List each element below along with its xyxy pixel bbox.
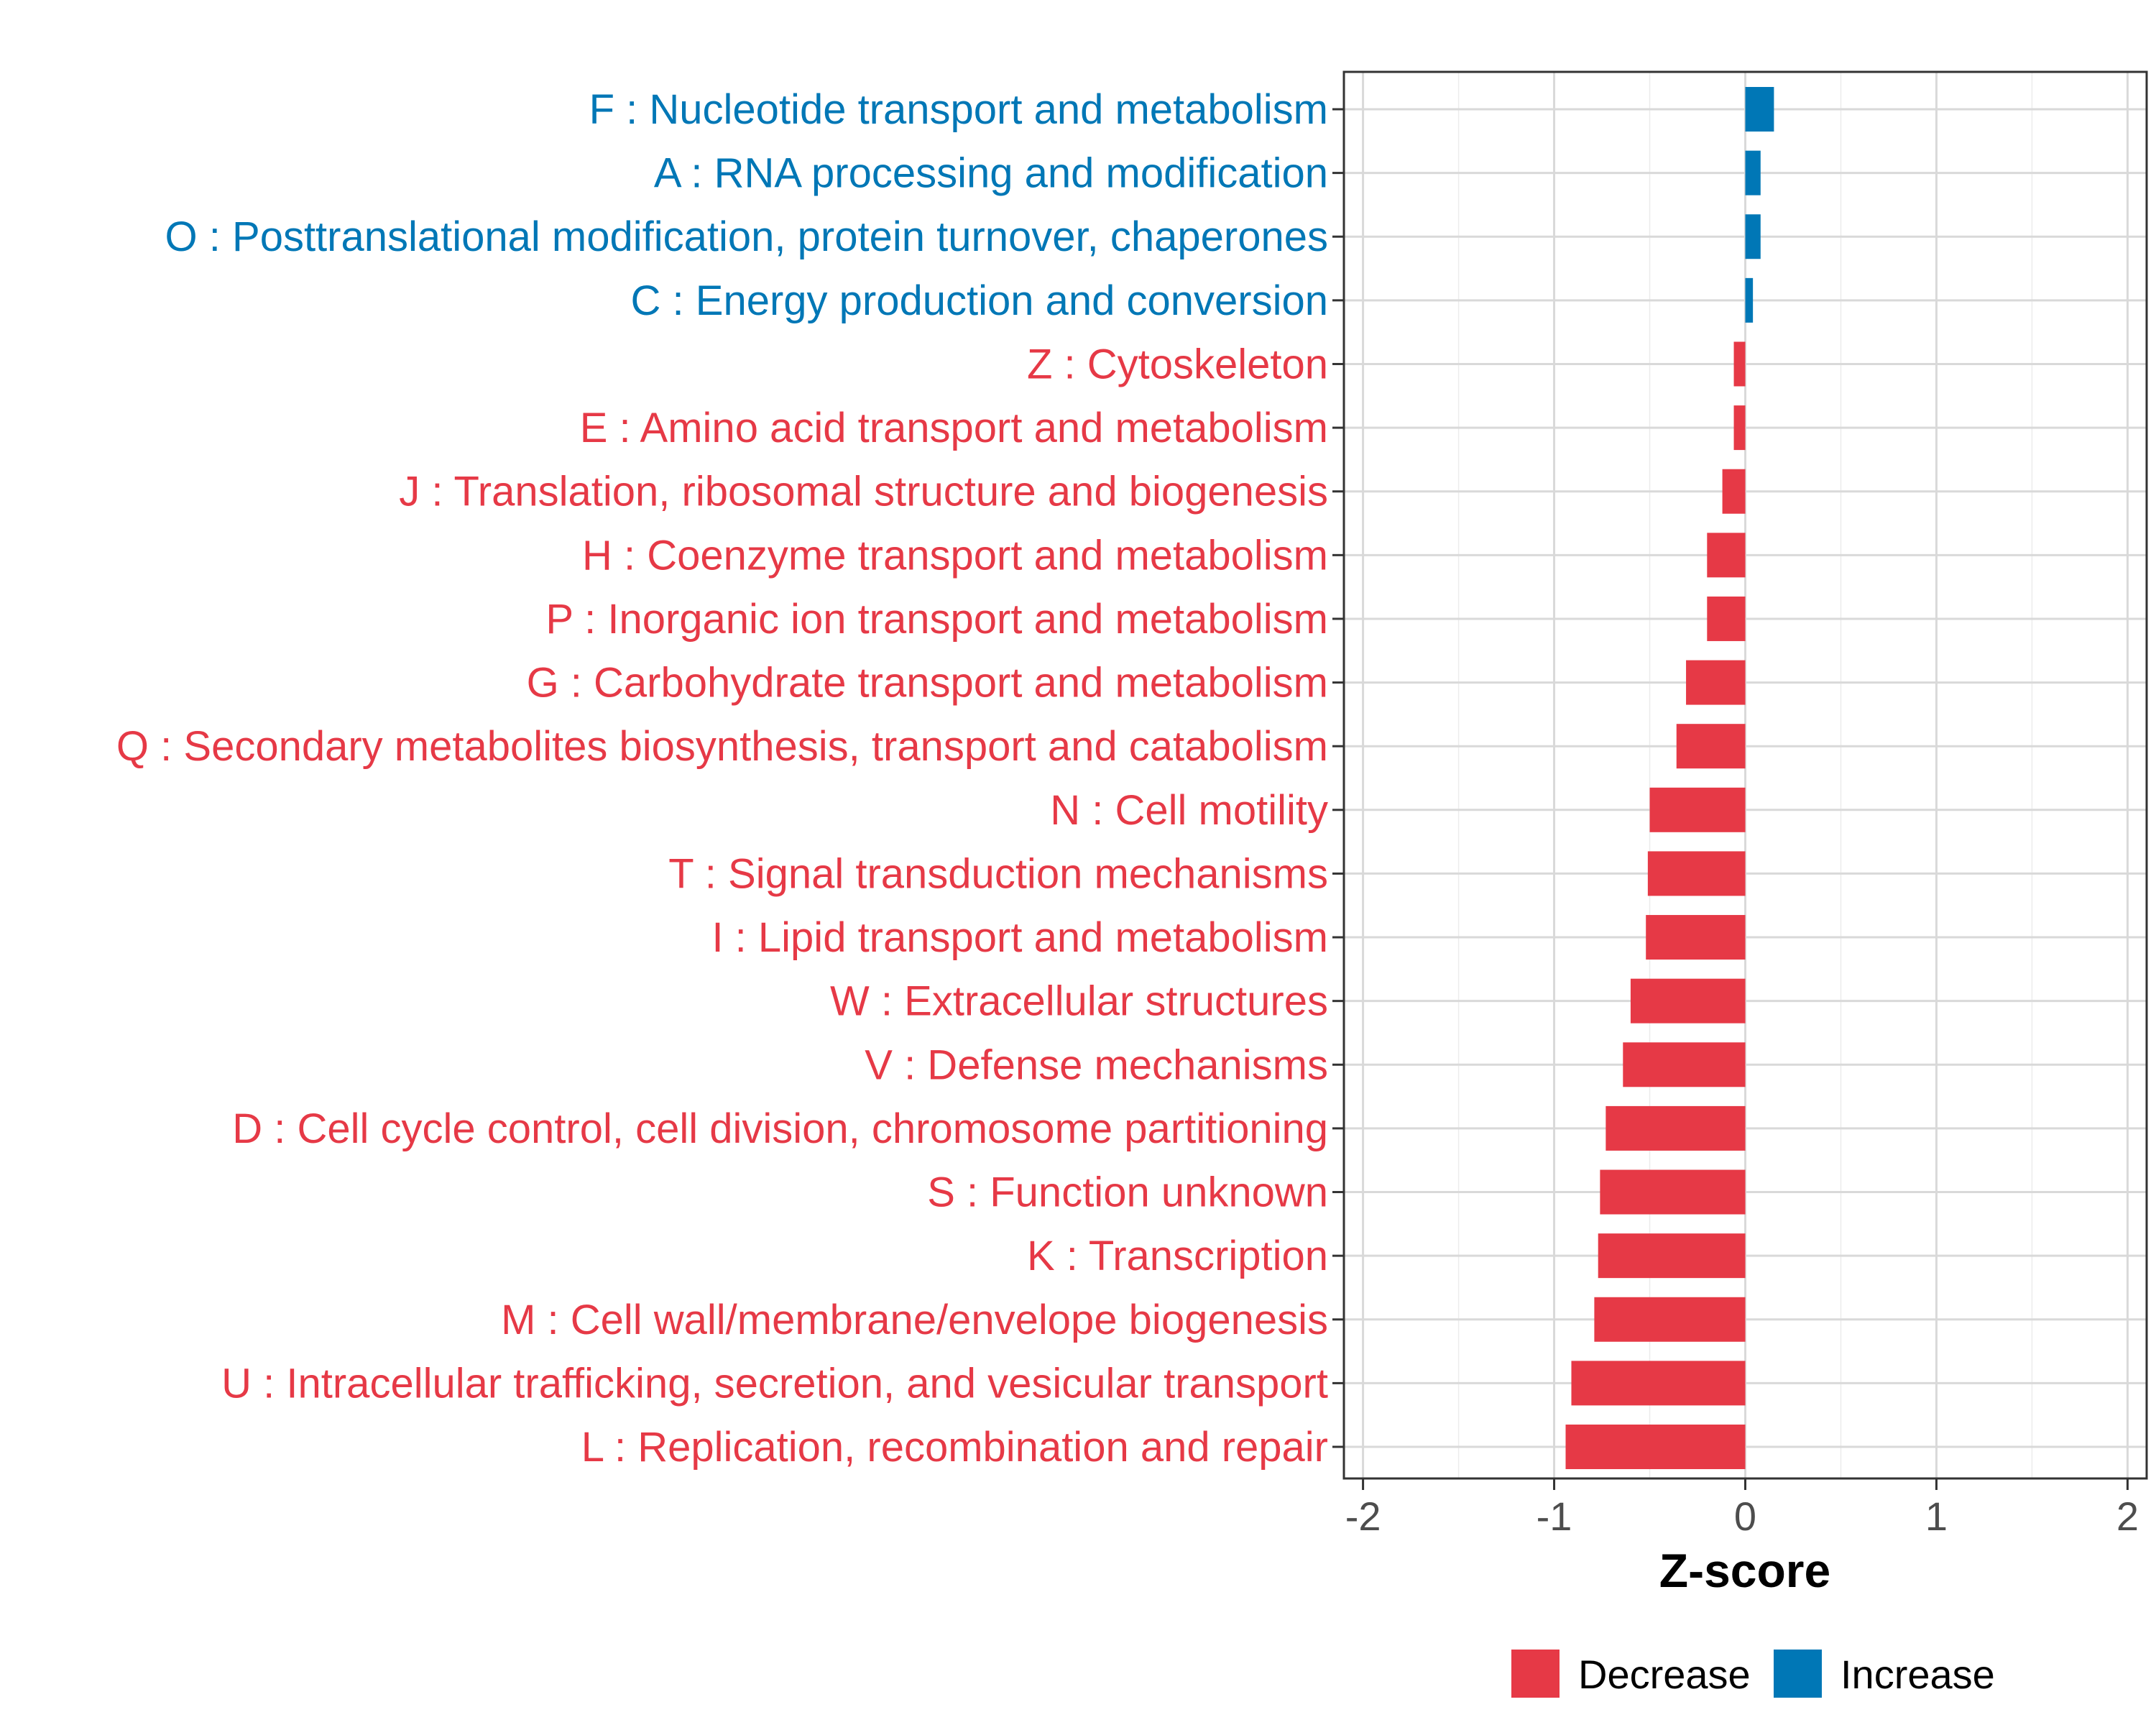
legend-label: Increase [1841,1652,1995,1697]
bar [1686,660,1746,705]
x-axis-title: Z-score [1659,1544,1830,1597]
category-label: L : Replication, recombination and repai… [581,1424,1328,1471]
bar [1733,341,1746,387]
bar [1707,533,1746,578]
category-label: H : Coenzyme transport and metabolism [582,532,1328,579]
category-label: Z : Cytoskeleton [1027,341,1328,387]
legend-swatch [1511,1650,1560,1698]
category-label: V : Defense mechanisms [865,1041,1328,1088]
category-label: J : Translation, ribosomal structure and… [399,469,1328,515]
category-label: Q : Secondary metabolites biosynthesis, … [116,723,1328,770]
category-label: K : Transcription [1027,1233,1328,1279]
bar [1623,1042,1746,1087]
bar [1647,851,1746,896]
category-label: D : Cell cycle control, cell division, c… [232,1105,1328,1152]
legend: Decrease Increase [1511,1650,1995,1698]
bar [1630,978,1746,1024]
bar [1676,724,1746,769]
category-label: F : Nucleotide transport and metabolism [589,86,1328,133]
category-label: A : RNA processing and modification [654,150,1328,197]
category-label: C : Energy production and conversion [631,277,1328,324]
bar [1646,915,1746,960]
category-label: P : Inorganic ion transport and metaboli… [545,596,1328,643]
bar [1649,787,1746,832]
category-label: T : Signal transduction mechanisms [668,850,1328,897]
x-tick-label: -1 [1537,1494,1572,1539]
bar [1606,1105,1746,1151]
category-label: O : Posttranslational modification, prot… [165,213,1328,260]
bar [1707,596,1746,641]
bar [1733,405,1746,451]
x-tick-label: -2 [1345,1494,1381,1539]
category-label: M : Cell wall/membrane/envelope biogenes… [501,1297,1328,1343]
x-tick-label: 0 [1734,1494,1756,1539]
x-tick-label: 2 [2116,1494,2139,1539]
bar [1745,150,1761,196]
x-axis-ticks: -2 -1 0 1 2 [1345,1478,2139,1539]
bar [1745,87,1774,132]
category-label: S : Function unknown [927,1169,1328,1216]
category-label: I : Lipid transport and metabolism [711,914,1328,961]
bar [1745,214,1761,259]
legend-swatch [1774,1650,1822,1698]
category-label: W : Extracellular structures [830,978,1328,1025]
category-label: U : Intracellular trafficking, secretion… [221,1360,1328,1407]
y-axis-ticks: F : Nucleotide transport and metabolism A… [116,86,1344,1471]
bar [1745,277,1754,323]
bar [1594,1297,1746,1342]
legend-label: Decrease [1578,1652,1751,1697]
bar [1598,1233,1746,1279]
category-label: G : Carbohydrate transport and metabolis… [527,660,1328,707]
category-label: N : Cell motility [1050,787,1328,834]
bar [1600,1169,1746,1215]
category-label: E : Amino acid transport and metabolism [580,405,1328,451]
bars [1565,87,1774,1469]
x-tick-label: 1 [1925,1494,1948,1539]
bar [1571,1361,1746,1406]
bar [1565,1425,1746,1469]
bar [1722,469,1746,514]
